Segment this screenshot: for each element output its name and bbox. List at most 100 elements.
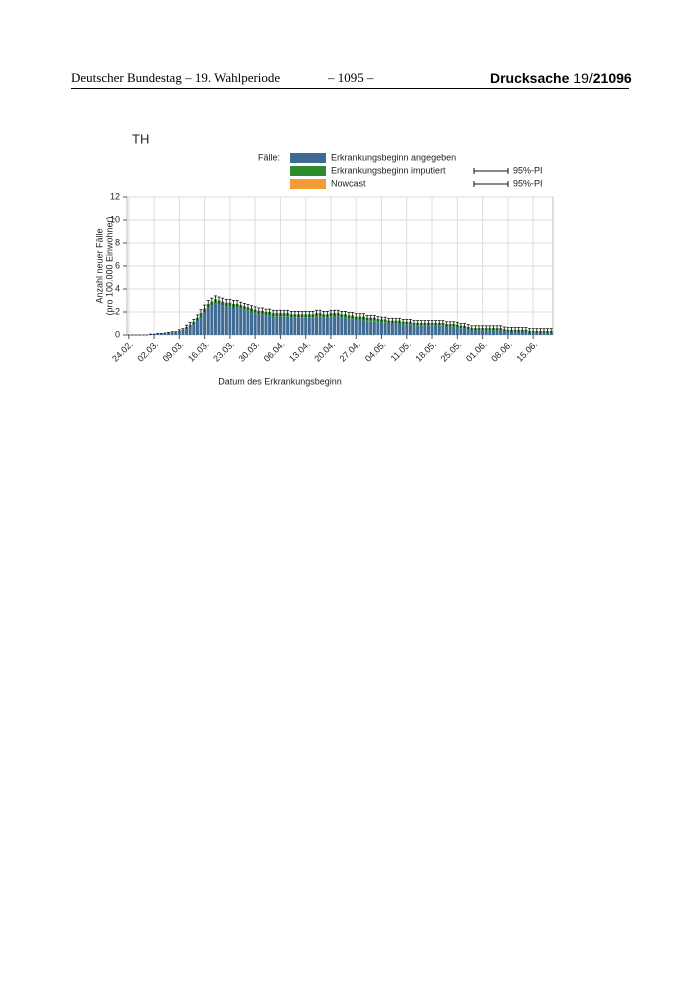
x-tick-label: 25.05. [439, 339, 464, 364]
bar [195, 320, 199, 335]
bar [152, 334, 156, 335]
bar [278, 316, 282, 335]
bar [365, 321, 369, 335]
x-tick-label: 30.03. [236, 339, 261, 364]
bar [499, 330, 503, 335]
legend-title: Fälle: [258, 152, 280, 162]
bar [502, 331, 506, 335]
bar [549, 332, 553, 335]
bar [275, 316, 279, 335]
bar [484, 330, 488, 335]
y-tick-label: 6 [115, 260, 120, 270]
y-tick-label: 12 [110, 191, 120, 201]
bar [361, 320, 365, 335]
bar [520, 331, 524, 335]
bar [426, 325, 430, 335]
bar [336, 316, 340, 335]
chart: TH Fälle: Datum des Erkrankungsbeginn An… [94, 131, 554, 386]
y-tick-label: 4 [115, 283, 120, 293]
bar [394, 323, 398, 335]
bar [286, 316, 290, 335]
header-rule [71, 88, 629, 89]
doc-id: 21096 [592, 70, 632, 86]
x-tick-label: 09.03. [161, 339, 186, 364]
bar [156, 333, 160, 335]
bar [347, 318, 351, 335]
bar [318, 316, 322, 335]
bar [351, 318, 355, 335]
bar [398, 323, 402, 335]
bar [325, 317, 329, 335]
bar [441, 325, 445, 335]
bar [488, 330, 492, 335]
bar [509, 331, 513, 335]
bar [264, 315, 268, 335]
bar [228, 306, 232, 335]
bar [524, 331, 528, 335]
bar [174, 332, 178, 335]
bar [268, 315, 272, 335]
bar [177, 331, 181, 335]
bar [387, 323, 391, 335]
bar [531, 332, 535, 335]
bar [289, 317, 293, 335]
bar [477, 330, 481, 335]
bar [463, 328, 467, 335]
bar [452, 326, 456, 335]
bar [416, 325, 420, 335]
doc-prefix: 19/ [573, 70, 593, 86]
bar [383, 322, 387, 335]
bar [322, 317, 326, 335]
bar [282, 316, 286, 335]
bar [466, 329, 470, 335]
legend-swatch [290, 153, 326, 163]
bar [401, 324, 405, 335]
bar [224, 306, 228, 335]
page-number: – 1095 – [328, 70, 374, 85]
bar [491, 330, 495, 335]
bar [481, 330, 485, 335]
y-tick-label: 10 [110, 214, 120, 224]
x-axis-label: Datum des Erkrankungsbeginn [218, 376, 342, 386]
bar [455, 326, 459, 335]
legend-pi-label: 95%-PI [513, 165, 543, 175]
bar [517, 331, 521, 335]
bar [217, 303, 221, 335]
bar [203, 312, 207, 335]
bar [405, 324, 409, 335]
bar [473, 330, 477, 335]
y-tick-label: 8 [115, 237, 120, 247]
bar [390, 323, 394, 335]
x-tick-label: 06.04. [262, 339, 287, 364]
bar [213, 302, 217, 335]
legend-label: Erkrankungsbeginn angegeben [331, 152, 456, 162]
x-tick-label: 08.06. [489, 339, 514, 364]
bar [354, 320, 358, 335]
bar [448, 326, 452, 335]
x-tick-label: 20.04. [312, 339, 337, 364]
bar [340, 317, 344, 335]
bar [185, 328, 189, 335]
bar [372, 321, 376, 335]
bar [192, 323, 196, 335]
x-tick-label: 15.06. [514, 339, 539, 364]
bar [304, 317, 308, 335]
bar [376, 322, 380, 335]
bar [459, 328, 463, 335]
bar [170, 332, 174, 335]
header-left: Deutscher Bundestag – 19. Wahlperiode [71, 70, 281, 85]
doc-label: Drucksache [490, 70, 570, 86]
bar [470, 330, 474, 335]
bar [293, 317, 297, 335]
bar [257, 314, 261, 335]
x-tick-label: 18.05. [413, 339, 438, 364]
bar [423, 325, 427, 335]
bar [300, 317, 304, 335]
legend-pi-label: 95%-PI [513, 178, 543, 188]
bar [430, 325, 434, 335]
bar [546, 332, 550, 335]
bar [358, 320, 362, 335]
legend-swatch [290, 179, 326, 189]
bar [260, 314, 264, 335]
